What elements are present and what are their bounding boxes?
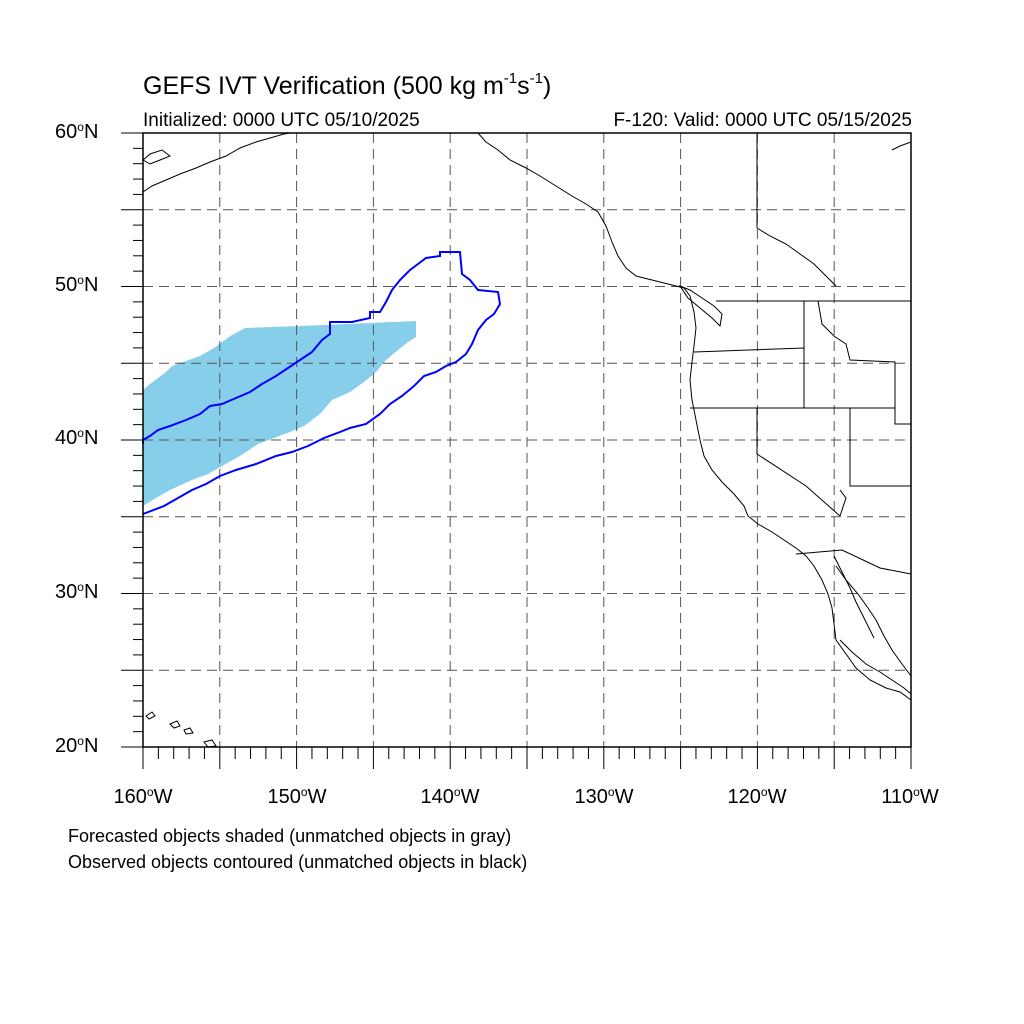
lon-label-140w: 140oW bbox=[420, 785, 480, 808]
nevada-utah-border bbox=[849, 408, 911, 487]
map-frame bbox=[121, 132, 912, 769]
mexico-mainland-coast bbox=[839, 639, 912, 695]
observed-legend-note: Observed objects contoured (unmatched ob… bbox=[68, 852, 528, 872]
lat-label-20n: 20oN bbox=[55, 734, 99, 757]
washington-oregon-border bbox=[693, 347, 805, 408]
coastlines-and-borders bbox=[142, 132, 912, 748]
lon-label-150w: 150oW bbox=[267, 785, 327, 808]
hawaii-island-3 bbox=[183, 727, 194, 735]
east-corner-coast bbox=[891, 141, 912, 151]
lat-label-50n: 50oN bbox=[55, 273, 99, 296]
baja-east-coast bbox=[835, 565, 912, 677]
observed-ivt-contour bbox=[142, 251, 502, 515]
map-gridlines bbox=[143, 133, 911, 747]
lon-label-120w: 120oW bbox=[727, 785, 787, 808]
california-nevada-border bbox=[756, 408, 841, 517]
west-coast-coastline bbox=[477, 132, 912, 701]
valid-time: F-120: Valid: 0000 UTC 05/15/2025 bbox=[613, 110, 912, 131]
chart-title: GEFS IVT Verification (500 kg m-1s-1) bbox=[143, 70, 552, 100]
hawaii-island-4 bbox=[203, 739, 217, 748]
lon-label-160w: 160oW bbox=[113, 785, 173, 808]
initialized-time: Initialized: 0000 UTC 05/10/2025 bbox=[143, 110, 420, 131]
lon-label-110w: 110oW bbox=[881, 785, 939, 808]
forecast-legend-note: Forecasted objects shaded (unmatched obj… bbox=[68, 826, 512, 846]
lat-label-30n: 30oN bbox=[55, 580, 99, 603]
lat-label-40n: 40oN bbox=[55, 426, 99, 449]
lat-label-60n: 60oN bbox=[55, 120, 99, 143]
nevada-arizona-border bbox=[839, 489, 847, 517]
vancouver-island bbox=[678, 284, 723, 328]
gulf-california-west bbox=[833, 555, 875, 639]
montana-idaho-border bbox=[817, 300, 911, 425]
hudson-coast-east bbox=[756, 227, 837, 287]
alaska-peninsula-coast bbox=[142, 149, 172, 165]
us-mexico-border bbox=[795, 549, 912, 575]
observed-object-contour bbox=[142, 251, 502, 515]
forecast-ivt-object bbox=[143, 321, 416, 506]
lon-label-130w: 130oW bbox=[574, 785, 634, 808]
alaska-coastline bbox=[142, 132, 291, 193]
hawaii-island-2 bbox=[169, 720, 181, 729]
forecast-object-shading bbox=[143, 321, 416, 506]
hawaii-island-1 bbox=[145, 711, 156, 720]
